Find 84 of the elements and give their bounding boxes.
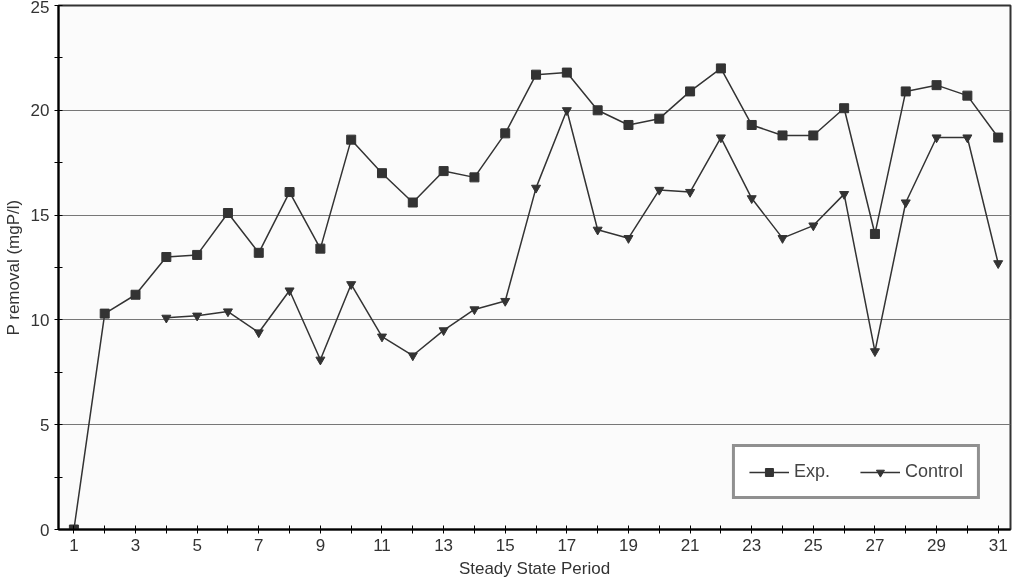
x-tick-label: 1	[69, 535, 79, 555]
point	[500, 297, 511, 307]
point	[99, 308, 110, 319]
x-tick-label: 29	[927, 535, 947, 555]
point	[377, 333, 387, 343]
point	[346, 134, 357, 145]
point	[253, 329, 264, 339]
point	[962, 90, 973, 101]
point	[715, 134, 726, 144]
point	[500, 128, 511, 139]
point	[222, 308, 233, 318]
point	[869, 348, 880, 358]
x-tick-label: 9	[315, 535, 326, 555]
point	[407, 197, 418, 208]
x-tick-label: 17	[557, 535, 577, 555]
point	[592, 105, 603, 116]
point	[438, 327, 449, 337]
point	[931, 80, 942, 91]
point	[192, 312, 203, 322]
y-tick-label: 5	[40, 415, 50, 435]
x-tick-label: 3	[130, 535, 141, 555]
point	[161, 314, 172, 324]
point	[284, 187, 295, 198]
point	[808, 222, 819, 232]
x-tick-label: 25	[803, 535, 823, 555]
x-tick-label: 27	[865, 535, 885, 555]
x-tick-label: 21	[680, 535, 700, 555]
point	[931, 134, 942, 144]
point	[746, 119, 757, 130]
x-tick-label: 19	[619, 535, 638, 555]
point	[284, 287, 295, 297]
point	[808, 130, 819, 141]
y-tick-label: 25	[30, 0, 50, 17]
y-tick-label: 15	[30, 206, 50, 226]
point	[561, 67, 572, 78]
point	[377, 168, 387, 179]
point	[346, 281, 357, 290]
point	[685, 86, 696, 97]
point	[315, 243, 326, 254]
point	[869, 228, 880, 239]
point	[222, 208, 233, 218]
point	[192, 249, 203, 260]
point	[839, 103, 850, 114]
y-tick-label: 10	[30, 310, 50, 330]
point	[685, 188, 696, 198]
point	[531, 184, 542, 194]
legend-label: Control	[904, 461, 963, 482]
point	[253, 247, 264, 258]
point	[315, 356, 326, 366]
x-axis-title: Steady State Period	[458, 558, 611, 578]
point	[962, 134, 973, 144]
point	[561, 107, 572, 116]
x-tick-label: 31	[988, 535, 1008, 555]
point	[900, 86, 911, 97]
point	[715, 63, 726, 74]
x-tick-label: 7	[254, 535, 264, 555]
x-tick-label: 13	[434, 535, 454, 555]
point	[654, 186, 665, 196]
point	[839, 191, 850, 200]
point	[161, 252, 172, 263]
y-tick-label: 20	[30, 101, 50, 121]
x-tick-label: 15	[495, 535, 515, 555]
x-tick-label: 11	[373, 535, 391, 555]
point	[623, 235, 634, 244]
x-tick-label: 5	[192, 535, 202, 555]
point	[469, 172, 480, 183]
point	[592, 226, 603, 236]
point	[407, 352, 418, 362]
point	[900, 199, 911, 209]
point	[130, 289, 141, 300]
point	[531, 69, 542, 80]
point	[777, 130, 788, 141]
y-axis-title: P removal (mgP/l)	[3, 199, 23, 336]
point	[469, 306, 480, 316]
point	[993, 132, 1004, 143]
point	[438, 166, 449, 177]
legend-label: Exp.	[793, 461, 830, 482]
y-tick-label: 0	[40, 520, 50, 540]
point	[993, 260, 1004, 269]
point	[623, 119, 634, 130]
point	[777, 235, 788, 244]
x-tick-label: 23	[742, 535, 762, 555]
point	[654, 113, 665, 124]
point	[746, 195, 757, 205]
